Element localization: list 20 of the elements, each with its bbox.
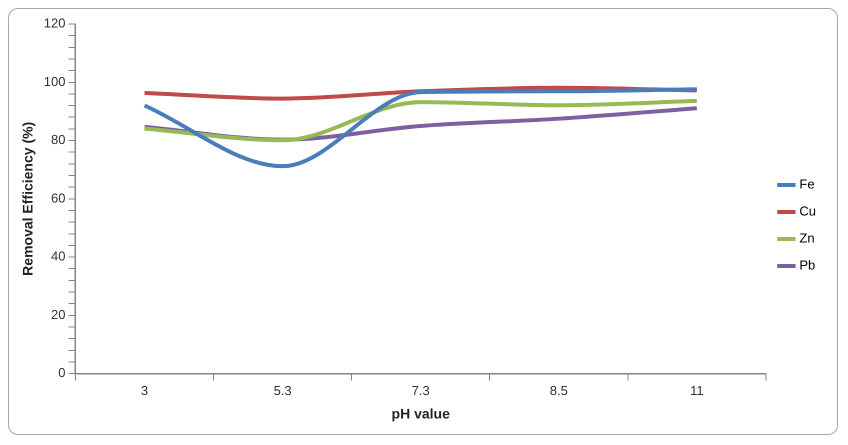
x-tick-label: 5.3 — [274, 382, 292, 398]
line-series — [142, 87, 699, 168]
legend-label: Cu — [799, 204, 816, 219]
x-axis-title: pH value — [392, 405, 450, 422]
y-tick-label: 80 — [51, 132, 66, 148]
x-tick-label: 7.3 — [412, 382, 430, 398]
y-tick-label: 0 — [58, 365, 66, 380]
x-tick-label: 8.5 — [550, 382, 568, 398]
y-tick-label: 60 — [51, 190, 66, 206]
x-tick-label: 11 — [690, 382, 704, 398]
y-tick-label: 40 — [51, 248, 66, 264]
y-tick-label: 120 — [44, 16, 66, 31]
x-tick-label: 3 — [140, 382, 148, 398]
legend-label: Pb — [799, 258, 816, 273]
y-axis-title: Removal Efficiency (%) — [19, 122, 36, 276]
legend-label: Fe — [799, 176, 815, 192]
line-series — [142, 98, 699, 142]
legend-label: Zn — [799, 230, 815, 246]
y-tick-label: 100 — [44, 74, 66, 89]
y-tick-label: 20 — [51, 306, 66, 322]
